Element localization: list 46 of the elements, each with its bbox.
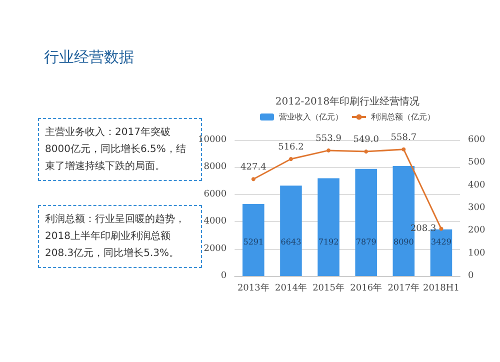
y2-tick-label: 0 [468, 271, 474, 281]
y2-tick-label: 400 [468, 180, 486, 190]
point [326, 148, 331, 152]
chart-title: 2012-2018年印刷行业经营情况 [275, 96, 420, 108]
y2-tick-label: 100 [468, 248, 486, 258]
data-label: 3429 [431, 238, 452, 246]
text: 主营业务收入：2017年突破8000亿元，同比增长6.5%，结束了增速持续下跌的局面。 [45, 127, 186, 172]
x-tick-label: 2016年 [350, 282, 382, 294]
point [251, 177, 256, 182]
text: 利润总额：行业呈回暖的趋势，2018上半年印刷业利润总额208.3亿元，同比增长5.3%。 [38, 205, 202, 268]
x-tick-label: 2013年 [237, 282, 270, 294]
bar [242, 204, 264, 276]
data-label: 7879 [356, 238, 376, 246]
x-tick-label: 2017年 [388, 282, 420, 294]
y2-tick-label: 200 [468, 226, 486, 236]
point [439, 226, 444, 231]
data-label: 549.0 [353, 135, 380, 146]
y-tick-label: 2000 [204, 244, 227, 254]
data-label: 558.7 [390, 132, 417, 143]
point [402, 147, 406, 152]
bar [355, 168, 377, 276]
y-tick-label: 10000 [198, 135, 227, 145]
y-tick-label: 6000 [204, 189, 227, 200]
x-tick-label: 2014年 [275, 282, 307, 294]
data-label: 516.2 [278, 142, 304, 152]
y2-tick-label: 600 [468, 135, 486, 145]
legend-label: 利润总额（亿元） [371, 112, 435, 122]
x-tick-label: 2018H1 [422, 284, 460, 294]
legend-label: 营业收入（亿元） [279, 112, 343, 122]
data-label: 8090 [393, 238, 414, 246]
data-label: 7192 [318, 238, 339, 246]
x-tick-label: 2015年 [312, 282, 344, 294]
point [364, 150, 368, 154]
data-label: 5291 [243, 238, 264, 246]
y-tick-label: 0 [220, 271, 227, 281]
point [288, 156, 293, 161]
data-label: 427.4 [240, 162, 267, 173]
bar [280, 186, 302, 276]
y2-tick-label: 300 [468, 203, 486, 213]
y-tick-label: 4000 [204, 216, 227, 227]
y2-tick-label: 500 [468, 158, 486, 168]
data-label: 6643 [280, 238, 302, 246]
text: 行业经营数据 [44, 48, 134, 67]
bar [318, 178, 340, 276]
y-tick-label: 8000 [204, 162, 227, 172]
data-label: 553.9 [316, 134, 342, 144]
